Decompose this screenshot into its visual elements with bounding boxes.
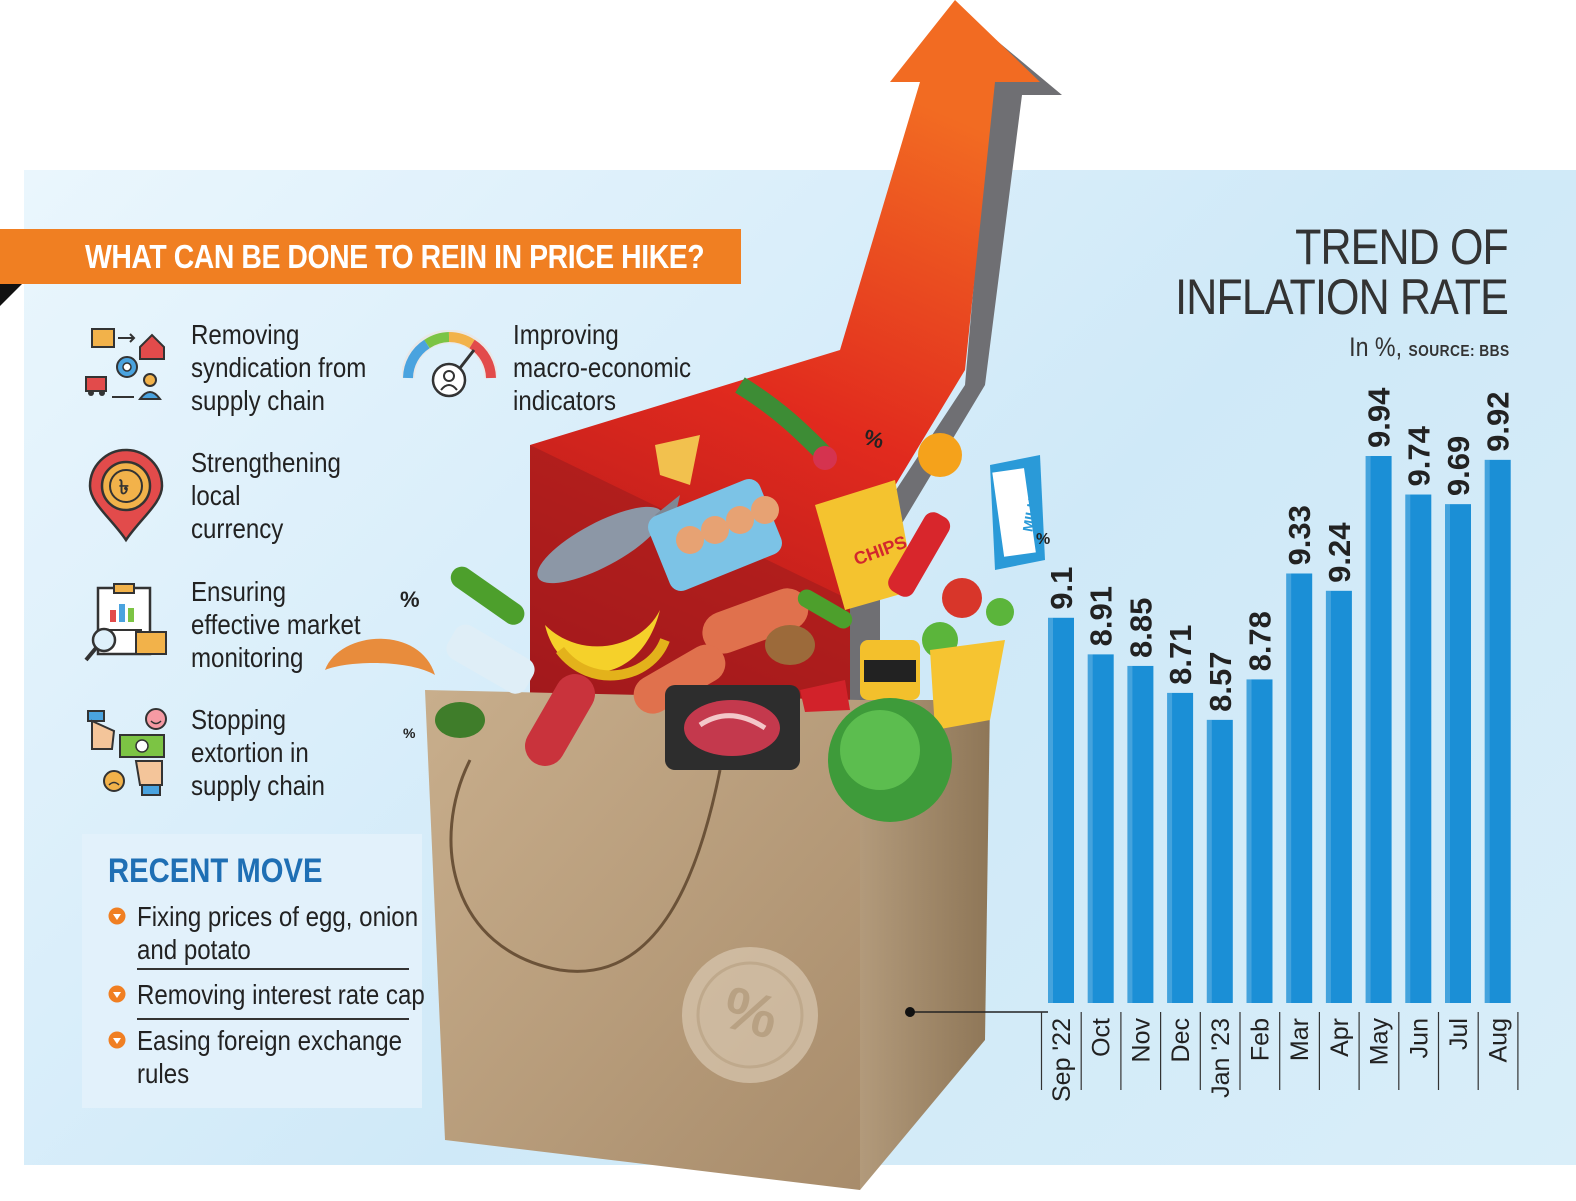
data-label: 9.69	[1441, 436, 1476, 496]
milk-label: MILK	[1019, 496, 1041, 532]
category-label: Oct	[1088, 1018, 1116, 1057]
percent-stamp: %	[682, 947, 818, 1083]
bar	[1405, 494, 1432, 1003]
hand-cash-icon	[87, 708, 167, 796]
measure-syndication: Removing syndication from supply chain	[191, 319, 367, 416]
data-label: 9.24	[1322, 522, 1357, 583]
data-label: 9.92	[1481, 392, 1516, 452]
data-label: 8.57	[1203, 652, 1238, 712]
bullet-icon	[108, 985, 126, 1003]
category-label: Jul	[1445, 1018, 1473, 1050]
chart-subtitle: In %, SOURCE: BBS	[1350, 332, 1510, 363]
bar	[1167, 692, 1194, 1003]
category-label: Sep '22	[1048, 1018, 1076, 1102]
data-label: 9.33	[1282, 505, 1317, 565]
chart-unit: In %,	[1349, 332, 1403, 362]
taka-coin-pin-icon: ৳	[88, 448, 164, 543]
bullet-icon	[108, 1031, 126, 1049]
recent-move-title: RECENT MOVE	[108, 852, 323, 890]
percent-tag-4: %	[1036, 531, 1050, 548]
page-title: WHAT CAN BE DONE TO REIN IN PRICE HIKE?	[85, 238, 705, 275]
divider	[137, 1018, 409, 1020]
category-label: Apr	[1326, 1018, 1354, 1057]
grocery-items: CHIPS MILK % % % %	[325, 377, 1050, 822]
data-label: 8.78	[1243, 611, 1278, 671]
measure-macroeconomic: Improving macro-economic indicators	[513, 319, 691, 416]
data-label: 9.1	[1044, 567, 1079, 610]
supply-chain-icon	[85, 328, 165, 400]
bar	[1127, 665, 1154, 1003]
bar	[1484, 459, 1511, 1003]
bar	[1246, 679, 1273, 1003]
category-label: Jan '23	[1207, 1018, 1235, 1098]
bar	[1286, 573, 1313, 1003]
bar	[1365, 456, 1392, 1003]
recent-move-item: Removing interest rate cap	[137, 979, 425, 1010]
category-label: May	[1366, 1018, 1394, 1066]
bar	[1445, 504, 1471, 1003]
chart-source: SOURCE: BBS	[1408, 343, 1510, 360]
data-label: 9.74	[1401, 425, 1436, 486]
bar	[1325, 590, 1352, 1003]
gauge-icon	[402, 330, 497, 398]
category-label: Jun	[1405, 1018, 1433, 1058]
category-label: Aug	[1485, 1018, 1513, 1062]
measure-monitoring: Ensuring effective market monitoring	[191, 576, 361, 673]
data-label: 8.85	[1123, 598, 1158, 658]
measure-extortion: Stopping extortion in supply chain	[191, 704, 325, 801]
header-banner	[0, 229, 741, 284]
category-label: Feb	[1247, 1018, 1275, 1061]
svg-text:৳: ৳	[119, 475, 129, 499]
category-label: Nov	[1127, 1018, 1155, 1063]
measure-currency: Strengthening local currency	[191, 447, 341, 544]
percent-tag-2: %	[400, 587, 420, 612]
divider	[137, 968, 409, 970]
clipboard-monitoring-icon	[84, 583, 167, 662]
data-label: 9.94	[1362, 387, 1397, 448]
percent-tag-3: %	[403, 725, 416, 741]
connector-dot	[905, 1007, 915, 1017]
category-label: Dec	[1167, 1018, 1195, 1062]
data-label: 8.71	[1163, 625, 1198, 685]
recent-move-item: Fixing prices of egg, onion and potato	[137, 901, 419, 965]
recent-move-item: Easing foreign exchange rules	[137, 1025, 403, 1089]
bullet-icon	[108, 907, 126, 925]
chart-title: TREND OF INFLATION RATE	[1175, 219, 1509, 325]
data-label: 8.91	[1084, 586, 1119, 646]
bar	[1087, 654, 1114, 1003]
category-label: Mar	[1286, 1018, 1314, 1061]
bar	[1206, 719, 1233, 1003]
arrow-side	[850, 10, 1062, 700]
recent-move-box	[82, 834, 422, 1108]
bag-side	[860, 700, 990, 1190]
bar	[1048, 617, 1074, 1003]
